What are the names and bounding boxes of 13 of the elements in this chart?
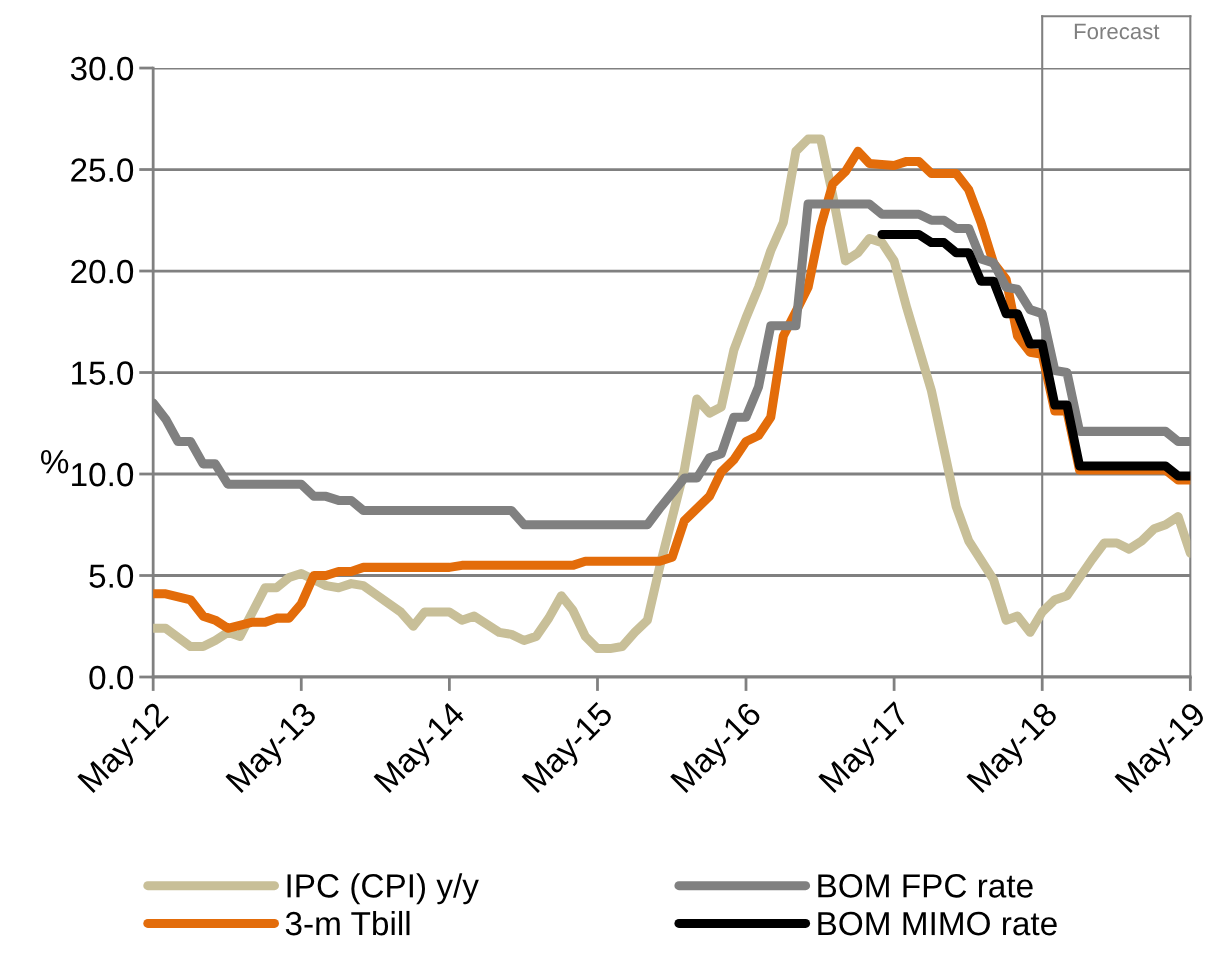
legend-label: IPC (CPI) y/y [287,873,479,905]
y-tick-label: 0.0 [89,665,134,690]
y-axis-title: % [41,450,69,474]
y-tick-label: 5.0 [89,564,134,588]
y-tick-label: 10.0 [72,462,134,487]
y-tick-label: 15.0 [72,361,134,385]
legend-label: BOM MIMO rate [818,911,1057,936]
legend-label: BOM FPC rate [818,874,1033,898]
y-tick-label: 30.0 [70,56,134,81]
y-tick-label: 20.0 [71,259,134,284]
legend-label: 3-m Tbill [285,910,410,936]
y-tick-label: 25.0 [71,158,134,182]
ref-line-label: Forecast [1074,23,1160,40]
